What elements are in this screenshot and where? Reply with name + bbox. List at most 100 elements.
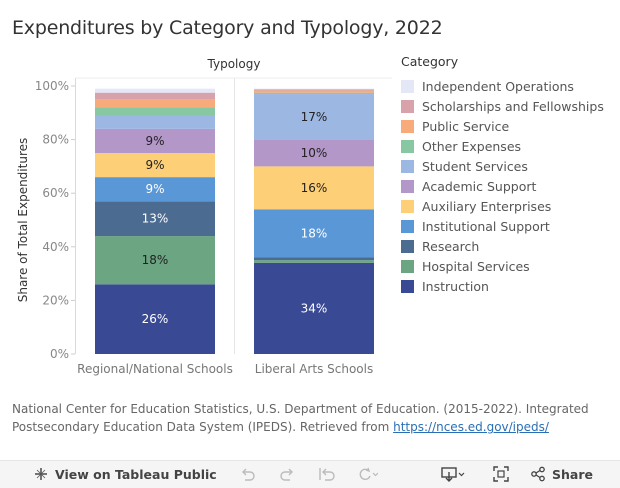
legend-swatch — [401, 79, 414, 93]
y-tick-label: 60% — [42, 186, 69, 200]
refresh-button[interactable] — [356, 466, 378, 482]
bar-segment — [254, 257, 374, 261]
bar-segment — [95, 128, 215, 153]
stacked-bar-chart: Typology 0% 20% 40% 60% 80% 100% Share of Total… — [16, 57, 392, 376]
legend-item[interactable]: Research — [401, 236, 604, 256]
bar-segment — [254, 166, 374, 210]
y-tick-label: 100% — [35, 79, 69, 93]
legend-label: Student Services — [422, 158, 528, 174]
fullscreen-icon — [493, 466, 509, 482]
bar-segment — [254, 94, 374, 140]
bar-segment — [254, 88, 374, 90]
bar-segment — [254, 262, 374, 354]
legend-label: Hospital Services — [422, 258, 530, 274]
tableau-toolbar: View on Tableau Public Share — [0, 460, 620, 488]
redo-icon — [279, 466, 295, 482]
legend-item[interactable]: Scholarships and Fellowships — [401, 96, 604, 116]
bar-segment — [95, 284, 215, 354]
legend-item[interactable]: Other Expenses — [401, 136, 604, 156]
legend-item[interactable]: Instruction — [401, 276, 604, 296]
y-tick-label: 20% — [42, 293, 69, 307]
bar-segment — [254, 260, 374, 263]
x-category-label: Liberal Arts Schools — [255, 362, 373, 376]
tableau-logo-icon — [33, 466, 49, 482]
download-button[interactable] — [440, 466, 466, 482]
legend-item[interactable]: Institutional Support — [401, 216, 604, 236]
bar-segment — [254, 90, 374, 93]
legend-item[interactable]: Auxiliary Enterprises — [401, 196, 604, 216]
legend-item[interactable]: Hospital Services — [401, 256, 604, 276]
legend-swatch — [401, 279, 414, 293]
legend-swatch — [401, 219, 414, 233]
legend-swatch — [401, 199, 414, 213]
y-tick-label: 0% — [50, 347, 69, 361]
data-label: 34% — [301, 301, 328, 315]
legend-label: Research — [422, 238, 480, 254]
legend-item[interactable]: Independent Operations — [401, 76, 604, 96]
bar-segment — [95, 153, 215, 178]
bar-segment — [254, 92, 374, 95]
column-header: Typology — [207, 57, 261, 71]
y-tick-label: 40% — [42, 240, 69, 254]
legend: Category Independent Operations Scholarsh… — [401, 54, 604, 296]
share-label: Share — [552, 466, 593, 482]
redo-button[interactable] — [279, 466, 295, 482]
legend-label: Academic Support — [422, 178, 537, 194]
view-on-tableau-label: View on Tableau Public — [55, 466, 217, 482]
legend-label: Scholarships and Fellowships — [422, 98, 604, 114]
view-on-tableau-button[interactable]: View on Tableau Public — [33, 466, 217, 482]
share-button[interactable]: Share — [530, 466, 593, 482]
bar-segment — [95, 177, 215, 202]
undo-button[interactable] — [240, 466, 256, 482]
refresh-icon — [356, 466, 378, 482]
legend-item[interactable]: Public Service — [401, 116, 604, 136]
legend-label: Independent Operations — [422, 78, 574, 94]
share-icon — [530, 466, 546, 482]
data-label: 10% — [301, 146, 328, 160]
legend-label: Instruction — [422, 278, 489, 294]
data-label: 16% — [301, 181, 328, 195]
bar-segment — [95, 115, 215, 129]
revert-icon — [318, 466, 336, 482]
bar-segment — [95, 201, 215, 237]
legend-swatch — [401, 119, 414, 133]
bar-segment — [95, 92, 215, 100]
bar-segment — [95, 99, 215, 108]
data-label: 17% — [301, 110, 328, 124]
legend-items: Independent Operations Scholarships and F… — [401, 76, 604, 296]
data-label: 18% — [142, 253, 169, 267]
data-label: 9% — [145, 158, 164, 172]
y-tick-label: 80% — [42, 133, 69, 147]
legend-label: Auxiliary Enterprises — [422, 198, 552, 214]
legend-swatch — [401, 139, 414, 153]
bar-segment — [254, 89, 374, 91]
data-label: 18% — [301, 226, 328, 240]
download-icon — [440, 466, 466, 482]
revert-button[interactable] — [318, 466, 336, 482]
legend-label: Other Expenses — [422, 138, 522, 154]
bar-segment — [95, 88, 215, 93]
data-label: 13% — [142, 212, 169, 226]
x-category-label: Regional/National Schools — [77, 362, 233, 376]
source-link[interactable]: https://nces.ed.gov/ipeds/ — [393, 420, 549, 434]
y-axis-label: Share of Total Expenditures — [16, 138, 30, 303]
bar-segment — [254, 209, 374, 258]
legend-swatch — [401, 179, 414, 193]
legend-title: Category — [401, 54, 459, 69]
bar-segment — [254, 139, 374, 167]
source-note: National Center for Education Statistics… — [12, 400, 602, 436]
data-label: 9% — [145, 134, 164, 148]
legend-label: Public Service — [422, 118, 510, 134]
data-label: 9% — [145, 182, 164, 196]
undo-icon — [240, 466, 256, 482]
bar-segment — [95, 107, 215, 116]
source-text: National Center for Education Statistics… — [12, 402, 589, 434]
data-label: 26% — [142, 312, 169, 326]
bar-segment — [95, 236, 215, 285]
legend-item[interactable]: Academic Support — [401, 176, 604, 196]
legend-swatch — [401, 159, 414, 173]
fullscreen-button[interactable] — [493, 466, 509, 482]
legend-swatch — [401, 99, 414, 113]
legend-item[interactable]: Student Services — [401, 156, 604, 176]
legend-swatch — [401, 239, 414, 253]
